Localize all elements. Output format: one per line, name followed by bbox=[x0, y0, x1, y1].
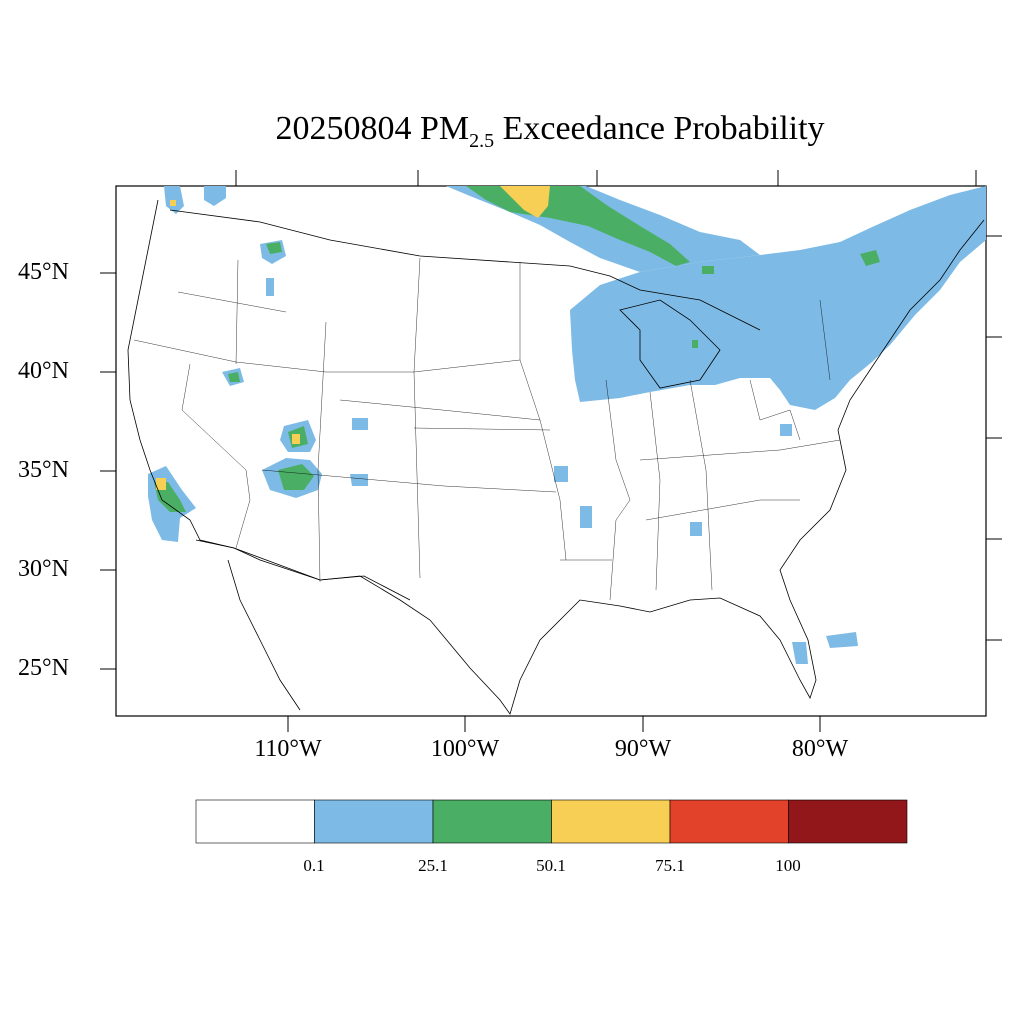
region-new-mexico bbox=[350, 474, 368, 486]
lat-label-40: 40°N bbox=[18, 358, 69, 384]
region-northeast-canada bbox=[570, 186, 986, 410]
title-suffix: Exceedance Probability bbox=[502, 110, 825, 147]
colorbar-swatch-5 bbox=[788, 799, 908, 844]
us-outline bbox=[127, 199, 985, 715]
probability-high-regions bbox=[156, 186, 550, 490]
lat-label-45: 45°N bbox=[18, 259, 69, 285]
region-colorado-yellow bbox=[292, 434, 300, 444]
colorbar-label-2: 50.1 bbox=[536, 856, 566, 875]
region-arizona-green bbox=[278, 464, 314, 490]
map-title: 20250804 PM2.5 Exceedance Probability bbox=[0, 110, 1024, 153]
region-alabama bbox=[690, 522, 702, 536]
region-bahamas bbox=[826, 632, 858, 648]
colorbar-swatch-0 bbox=[195, 799, 315, 844]
region-new-england-green bbox=[860, 250, 880, 266]
region-virginia bbox=[780, 424, 792, 436]
top-ticks bbox=[235, 170, 977, 186]
region-washington-yellow bbox=[170, 200, 176, 206]
title-date: 20250804 bbox=[275, 110, 412, 147]
colorbar-swatch-2 bbox=[432, 799, 552, 844]
lon-label-100w: 100°W bbox=[430, 736, 500, 762]
lat-label-30: 30°N bbox=[18, 556, 69, 582]
region-canada-yellow bbox=[500, 186, 550, 218]
region-florida bbox=[792, 642, 808, 664]
region-utah-green bbox=[228, 372, 240, 382]
bottom-ticks bbox=[287, 716, 821, 732]
colorbar-swatch-3 bbox=[551, 799, 671, 844]
region-california-yellow bbox=[156, 478, 166, 490]
lon-label-110w: 110°W bbox=[254, 736, 322, 762]
coastline-and-borders bbox=[127, 199, 985, 715]
region-louisiana bbox=[580, 506, 592, 528]
region-minnesota-green bbox=[702, 266, 714, 274]
great-lakes bbox=[619, 299, 721, 389]
colorbar bbox=[195, 799, 908, 844]
left-ticks bbox=[100, 272, 116, 670]
region-michigan-green bbox=[692, 340, 698, 348]
colorbar-label-1: 25.1 bbox=[418, 856, 448, 875]
lat-label-35: 35°N bbox=[18, 457, 69, 483]
title-pollutant: PM2.5 bbox=[419, 110, 495, 152]
region-bc-smoke bbox=[204, 186, 226, 206]
region-arkansas bbox=[554, 466, 568, 482]
region-colorado-small bbox=[352, 418, 368, 430]
right-ticks bbox=[986, 235, 1002, 641]
colorbar-label-0: 0.1 bbox=[303, 856, 325, 875]
baja-coast bbox=[227, 559, 301, 711]
region-idaho-green bbox=[266, 242, 282, 254]
canada-border bbox=[169, 209, 761, 331]
lon-label-90w: 90°W bbox=[614, 736, 672, 762]
state-boundaries bbox=[133, 257, 841, 601]
title-pollutant-subscript: 2.5 bbox=[469, 129, 495, 152]
colorbar-label-3: 75.1 bbox=[655, 856, 685, 875]
region-nevada-small bbox=[266, 278, 274, 296]
lon-label-80w: 80°W bbox=[791, 736, 849, 762]
colorbar-swatch-1 bbox=[314, 799, 434, 844]
lat-label-25: 25°N bbox=[18, 655, 69, 681]
colorbar-swatch-4 bbox=[669, 799, 789, 844]
colorbar-label-4: 100 bbox=[775, 856, 801, 875]
